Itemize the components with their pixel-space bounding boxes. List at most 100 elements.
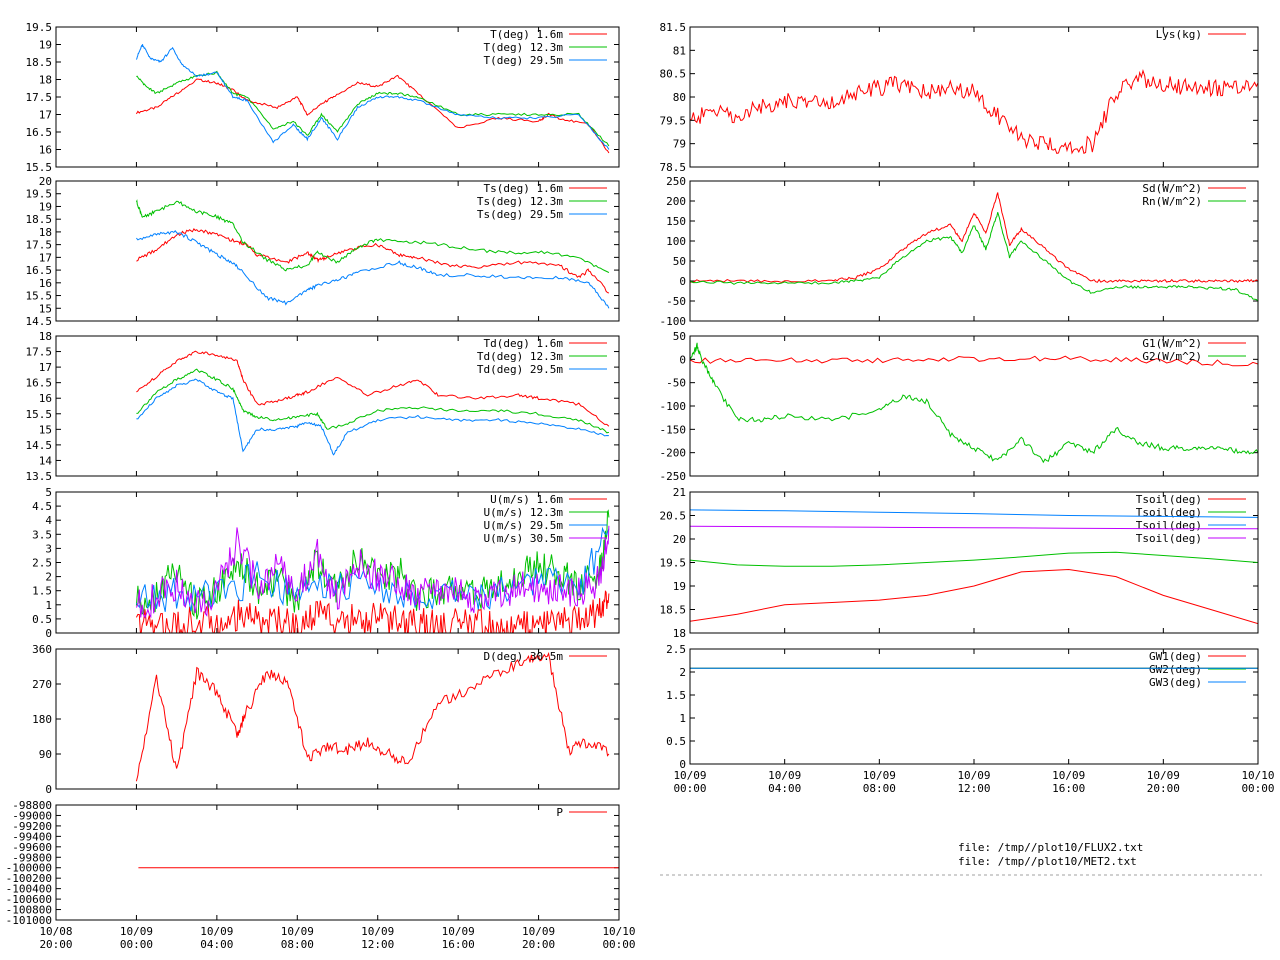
y-tick-label: -100400 (6, 883, 52, 896)
y-tick-label: 18.5 (26, 56, 53, 69)
y-tick-label: 15.5 (26, 408, 53, 421)
y-tick-label: -100200 (6, 872, 52, 885)
x-tick-label: 00:00 (1241, 782, 1274, 795)
y-tick-label: 81.5 (660, 21, 687, 34)
y-tick-label: 0.5 (666, 735, 686, 748)
legend-label: U(m/s) 30.5m (484, 532, 564, 545)
x-tick-label: 20:00 (522, 938, 555, 951)
y-tick-label: -100000 (6, 862, 52, 875)
legend-label: T(deg) 12.3m (484, 41, 564, 54)
series-line (136, 70, 610, 147)
series-line (135, 652, 610, 782)
legend-label: Td(deg) 29.5m (477, 363, 563, 376)
legend-label: GW3(deg) (1149, 676, 1202, 689)
y-tick-label: 78.5 (660, 161, 687, 174)
y-tick-label: 0 (679, 758, 686, 771)
y-tick-label: -200 (660, 447, 687, 460)
y-tick-label: 4.5 (32, 500, 52, 513)
y-tick-label: -100800 (6, 904, 52, 917)
y-tick-label: 20 (39, 175, 52, 188)
y-tick-label: 0 (45, 783, 52, 796)
y-tick-label: 14.5 (26, 439, 53, 452)
y-tick-label: 1.5 (32, 585, 52, 598)
y-tick-label: 20.5 (660, 510, 687, 523)
y-tick-label: 3.5 (32, 528, 52, 541)
y-tick-label: 81 (673, 44, 686, 57)
x-tick-label: 16:00 (442, 938, 475, 951)
series-line (690, 509, 1258, 518)
series-line (136, 378, 609, 456)
series-line (135, 590, 610, 633)
series-line (135, 509, 610, 620)
series-line (135, 199, 610, 274)
y-tick-label: 16 (39, 392, 52, 405)
y-tick-label: 1 (679, 712, 686, 725)
y-tick-label: 17.5 (26, 239, 53, 252)
y-tick-label: -99400 (12, 830, 52, 843)
y-tick-label: 79 (673, 138, 686, 151)
y-tick-label: 17.5 (26, 91, 53, 104)
series-line (136, 228, 610, 294)
y-tick-label: -100 (660, 400, 687, 413)
y-tick-label: 4 (45, 514, 52, 527)
x-tick-label: 10/09 (522, 925, 555, 938)
legend-label: Td(deg) 12.3m (477, 350, 563, 363)
series-line (136, 368, 609, 434)
y-tick-label: -100600 (6, 893, 52, 906)
y-tick-label: 0 (679, 353, 686, 366)
y-tick-label: 19 (39, 200, 52, 213)
y-tick-label: 79.5 (660, 114, 687, 127)
panel-wind-speed: 00.511.522.5 33.544.55 U(m/s) 1.6mU(m/s) 1… (32, 486, 620, 640)
legend-label: U(m/s) 12.3m (484, 506, 564, 519)
panel-ground-heat-flux: -250 -200 -150 -100 -50 0 50 G1(W/m^2)G2(W/m^2) (660, 330, 1259, 483)
x-tick-label: 00:00 (673, 782, 706, 795)
legend-label: Sd(W/m^2) (1142, 182, 1202, 195)
plot-frame (55, 180, 620, 322)
y-tick-label: 19.5 (660, 557, 687, 570)
x-tick-label: 12:00 (957, 782, 990, 795)
legend-label: D(deg) 30.5m (484, 650, 564, 663)
y-tick-label: 19.5 (26, 188, 53, 201)
y-tick-label: 18 (673, 627, 686, 640)
y-tick-label: 1 (45, 599, 52, 612)
x-tick-label: 10/09 (1052, 769, 1085, 782)
plot-frame (689, 335, 1259, 477)
plot-frame (55, 804, 620, 921)
file-label-met: file: /tmp//plot10/MET2.txt (958, 855, 1137, 868)
legend-label: Tsoil(deg) (1136, 519, 1202, 532)
y-tick-label: -101000 (6, 914, 52, 927)
x-tick-label: 10/09 (281, 925, 314, 938)
x-tick-label: 04:00 (768, 782, 801, 795)
legend-label: Ts(deg) 29.5m (477, 208, 563, 221)
y-tick-label: 2 (45, 571, 52, 584)
legend-label: G1(W/m^2) (1142, 337, 1202, 350)
x-tick-label: 10/08 (39, 925, 72, 938)
series-line (135, 44, 610, 150)
series-line (136, 350, 610, 427)
panel-wind-direction: 0 90 180 270 360 D(deg) 30.5m (32, 643, 620, 796)
legend-label: GW2(deg) (1149, 663, 1202, 676)
y-tick-label: 17 (39, 361, 52, 374)
x-tick-label: 16:00 (1052, 782, 1085, 795)
y-tick-label: 2.5 (666, 643, 686, 656)
legend-label: Rn(W/m^2) (1142, 195, 1202, 208)
x-tick-label: 10/10 (602, 925, 635, 938)
y-tick-label: 80.5 (660, 68, 687, 81)
series-line (690, 192, 1258, 284)
panel-soil-temperature: 1818.51919.52020.521Tsoil(deg)Tsoil(deg)… (660, 486, 1259, 640)
y-tick-label: 2 (679, 666, 686, 679)
legend-label: GW1(deg) (1149, 650, 1202, 663)
x-tick-label: 20:00 (39, 938, 72, 951)
y-tick-label: 18 (39, 330, 52, 343)
series-line (135, 74, 610, 154)
x-tick-label: 20:00 (1147, 782, 1180, 795)
legend-label: Td(deg) 1.6m (484, 337, 564, 350)
y-tick-label: -50 (666, 295, 686, 308)
y-tick-label: 16.5 (26, 264, 53, 277)
x-tick-label: 04:00 (200, 938, 233, 951)
series-line (136, 230, 610, 309)
x-tick-label: 08:00 (281, 938, 314, 951)
